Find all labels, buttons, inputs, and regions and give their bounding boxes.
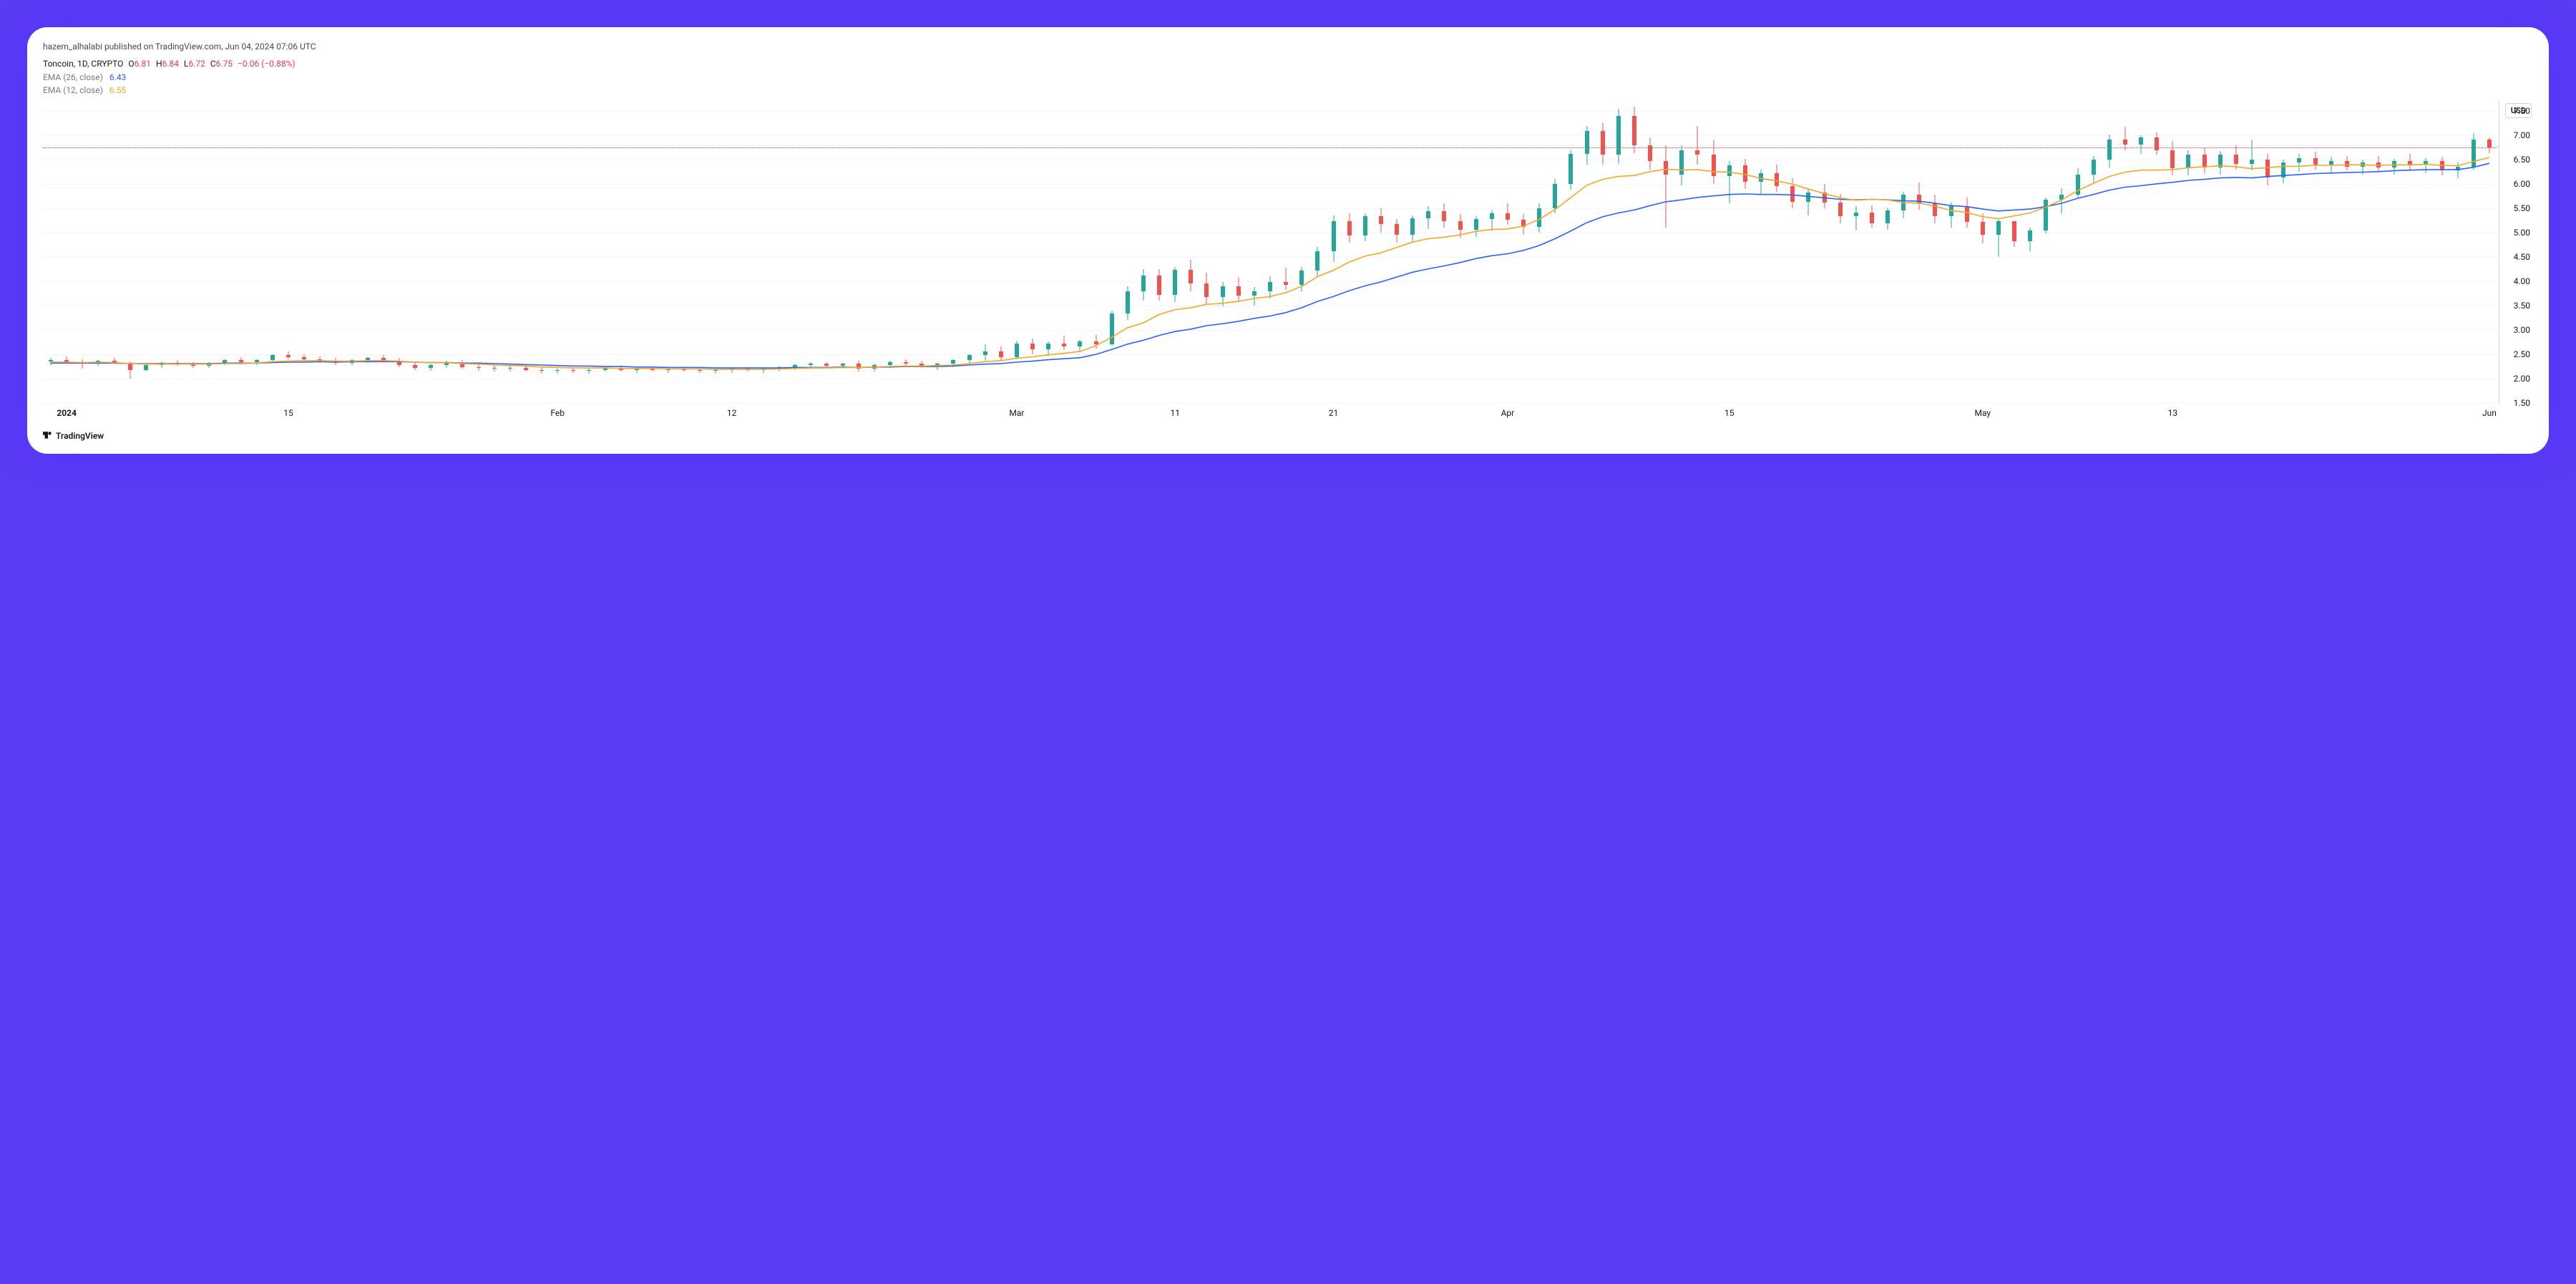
y-tick-label: 1.50 — [2502, 398, 2530, 408]
chart-area[interactable]: USD 1.502.002.503.003.504.004.505.005.50… — [43, 102, 2533, 424]
high-label: H — [156, 59, 162, 69]
ema26-label: EMA (26, close) — [43, 72, 103, 82]
y-tick-label: 6.00 — [2502, 179, 2530, 189]
plot-area[interactable] — [43, 102, 2497, 404]
x-tick-label: 2024 — [57, 408, 77, 418]
x-tick-label: Mar — [1009, 408, 1024, 418]
tradingview-logo-icon — [43, 431, 53, 441]
y-tick-label: 2.00 — [2502, 374, 2530, 384]
y-tick-label: 3.00 — [2502, 325, 2530, 335]
attribution: TradingView — [43, 431, 2533, 441]
y-tick-label: 4.00 — [2502, 276, 2530, 286]
chart-legend: Toncoin, 1D, CRYPTO O6.81 H6.84 L6.72 C6… — [43, 57, 2533, 97]
close-label: C — [210, 59, 216, 69]
y-tick-label: 4.50 — [2502, 252, 2530, 262]
x-tick-label: 11 — [1170, 408, 1180, 418]
x-tick-label: Apr — [1501, 408, 1515, 418]
ema12-row: EMA (12, close) 6.55 — [43, 84, 2533, 97]
x-tick-label: 15 — [1724, 408, 1735, 418]
ema26-value: 6.43 — [109, 72, 126, 82]
y-tick-label: 3.50 — [2502, 301, 2530, 311]
y-tick-label: 7.00 — [2502, 130, 2530, 140]
y-tick-label: 2.50 — [2502, 349, 2530, 359]
y-tick-label: 7.50 — [2502, 106, 2530, 116]
x-tick-label: 15 — [283, 408, 293, 418]
symbol-name: Toncoin, 1D, CRYPTO — [43, 59, 123, 69]
y-axis: 1.502.002.503.003.504.004.505.005.506.00… — [2499, 102, 2533, 404]
change-value: −0.06 (−0.88%) — [238, 59, 296, 69]
open-label: O — [128, 59, 134, 69]
x-tick-label: Jun — [2482, 408, 2497, 418]
publish-line: hazem_alhalabi published on TradingView.… — [43, 42, 2533, 52]
close-value: 6.75 — [216, 59, 233, 69]
x-tick-label: Feb — [550, 408, 565, 418]
open-value: 6.81 — [135, 59, 151, 69]
x-tick-label: May — [1975, 408, 1991, 418]
ema12-label: EMA (12, close) — [43, 85, 103, 95]
low-value: 6.72 — [188, 59, 205, 69]
high-value: 6.84 — [162, 59, 179, 69]
ema12-value: 6.55 — [109, 85, 126, 95]
x-axis: 2024 15 Feb 12 Mar 11 21 Apr 15 May 13 Jun — [43, 405, 2497, 424]
attribution-text: TradingView — [56, 431, 104, 441]
x-tick-label: 13 — [2168, 408, 2178, 418]
y-tick-label: 6.50 — [2502, 155, 2530, 165]
chart-card: hazem_alhalabi published on TradingView.… — [27, 27, 2549, 454]
y-tick-label: 5.50 — [2502, 203, 2530, 213]
ema26-row: EMA (26, close) 6.43 — [43, 71, 2533, 84]
y-tick-label: 5.00 — [2502, 228, 2530, 238]
symbol-ohlc-row: Toncoin, 1D, CRYPTO O6.81 H6.84 L6.72 C6… — [43, 57, 2533, 71]
x-tick-label: 21 — [1329, 408, 1339, 418]
x-tick-label: 12 — [727, 408, 737, 418]
